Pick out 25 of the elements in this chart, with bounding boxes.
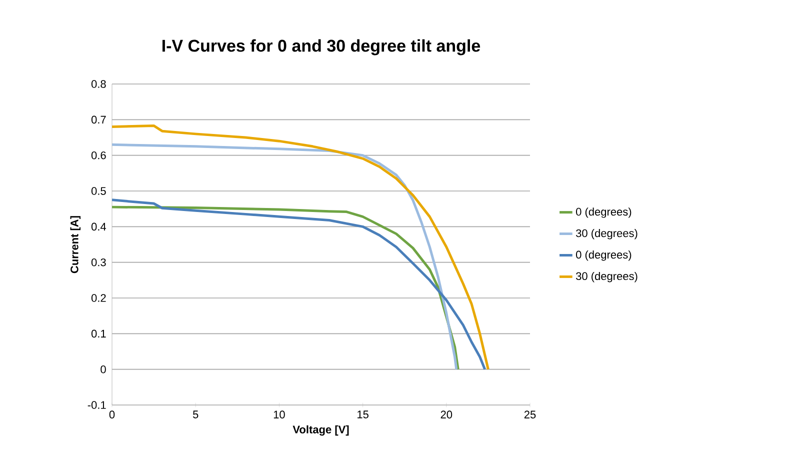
x-tick-label: 10 — [274, 410, 285, 418]
y-tick-label: 0.6 — [91, 151, 106, 160]
x-tick-label: 20 — [440, 410, 452, 418]
y-tick-label: 0.8 — [91, 80, 106, 88]
line-series — [112, 143, 458, 371]
y-tick-label: 0.7 — [91, 116, 106, 124]
x-tick-label: 25 — [524, 410, 536, 418]
chart-title: I-V Curves for 0 and 30 degree tilt angle — [162, 39, 480, 56]
y-tick-label: -0.1 — [88, 401, 106, 409]
legend-label: 30 (degrees) — [576, 229, 638, 240]
x-tick-label: 0 — [109, 410, 115, 418]
legend-label: 0 (degrees) — [576, 208, 632, 218]
x-tick-label: 15 — [358, 410, 368, 418]
y-tick-label: 0.5 — [91, 187, 106, 195]
legend-label: 30 (degrees) — [576, 272, 638, 282]
x-axis-title: Voltage [V] — [292, 425, 349, 436]
y-tick-label: 0.3 — [91, 258, 106, 266]
legend-label: 0 (degrees) — [576, 250, 632, 261]
y-tick-label: 0 — [100, 365, 106, 374]
y-tick-label: 0.4 — [91, 222, 106, 231]
y-tick-label: 0.2 — [91, 294, 106, 302]
x-tick-label: 5 — [192, 410, 198, 418]
y-tick-label: 0.1 — [91, 330, 106, 338]
line-series — [112, 124, 490, 371]
y-axis-title: Current [A] — [70, 216, 81, 274]
